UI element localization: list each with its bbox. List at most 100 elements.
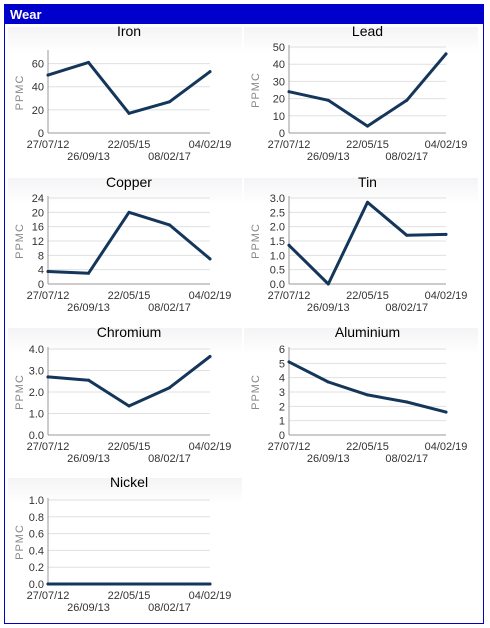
y-tick-label: 1 xyxy=(279,416,285,428)
data-point xyxy=(46,73,50,77)
chart-tin: Tin PPMC 0.0 0.5 1.0 1.5 2.0 2.5 3.0 27/07/1226/0… xyxy=(244,174,478,314)
y-tick-label: 20 xyxy=(32,105,44,117)
chart-lead: Lead PPMC 0 10 20 30 40 50 27/07/1226/09/1322/05… xyxy=(244,23,478,163)
y-tick-label: 8 xyxy=(38,250,44,262)
chart-title: Aluminium xyxy=(335,324,400,340)
data-point xyxy=(287,243,291,247)
y-tick-label: 0.0 xyxy=(29,579,44,591)
x-tick-label: 04/02/19 xyxy=(425,441,468,453)
data-point xyxy=(208,582,212,586)
x-tick-label: 22/05/15 xyxy=(108,441,151,453)
x-tick-label: 26/09/13 xyxy=(67,302,110,314)
data-point xyxy=(444,52,448,56)
y-tick-label: 0.5 xyxy=(270,265,285,277)
y-tick-label: 2.0 xyxy=(270,222,285,234)
y-tick-label: 2.0 xyxy=(29,387,44,399)
chart-iron: IronPPMC020406027/07/1226/09/1322/05/150… xyxy=(8,23,242,163)
data-point xyxy=(87,271,90,275)
data-point xyxy=(405,233,409,237)
x-tick-label: 22/05/15 xyxy=(346,139,389,151)
y-tick-label: 40 xyxy=(273,59,285,71)
x-tick-label: 22/05/15 xyxy=(108,590,151,602)
data-point xyxy=(405,400,409,404)
data-point xyxy=(287,90,291,94)
y-tick-label: 0.2 xyxy=(29,562,44,574)
y-tick-label: 20 xyxy=(32,207,44,219)
x-tick-label: 04/02/19 xyxy=(425,139,468,151)
data-point xyxy=(405,98,409,102)
y-axis-label: PPMC xyxy=(14,75,26,111)
chart-title: Copper xyxy=(106,174,152,190)
x-tick-label: 26/09/13 xyxy=(307,453,350,465)
y-axis-label: PPMC xyxy=(250,374,262,410)
x-tick-label: 04/02/19 xyxy=(189,290,232,302)
y-tick-label: 12 xyxy=(32,236,44,248)
data-point xyxy=(46,582,50,586)
y-tick-label: 0 xyxy=(38,279,44,291)
data-point xyxy=(168,100,171,104)
data-point xyxy=(208,355,212,359)
y-axis-label: PPMC xyxy=(250,223,262,259)
data-point xyxy=(168,582,171,586)
data-point xyxy=(87,60,90,64)
data-point xyxy=(127,111,131,115)
data-point xyxy=(444,410,448,414)
data-point xyxy=(208,257,212,261)
x-tick-label: 04/02/19 xyxy=(189,441,232,453)
x-tick-label: 08/02/17 xyxy=(385,453,428,465)
y-tick-label: 0 xyxy=(279,430,285,442)
x-tick-label: 27/07/12 xyxy=(268,441,311,453)
chart-title: Chromium xyxy=(97,324,162,340)
x-tick-label: 08/02/17 xyxy=(148,302,191,314)
y-tick-label: 0 xyxy=(38,128,44,140)
y-tick-label: 4 xyxy=(279,373,285,385)
y-tick-label: 3.0 xyxy=(29,366,44,378)
chart-title-band xyxy=(8,27,242,53)
chart-title: Lead xyxy=(352,23,383,39)
y-axis-label: PPMC xyxy=(14,374,26,410)
data-point xyxy=(127,582,131,586)
data-point xyxy=(366,124,369,128)
wear-panel: Wear xyxy=(4,4,484,624)
x-tick-label: 08/02/17 xyxy=(148,602,191,614)
y-tick-label: 0.0 xyxy=(270,279,285,291)
y-axis-label: PPMC xyxy=(250,72,262,108)
x-tick-label: 22/05/15 xyxy=(346,441,389,453)
chart-title: Tin xyxy=(358,174,377,190)
x-tick-label: 22/05/15 xyxy=(108,290,151,302)
y-tick-label: 5 xyxy=(279,358,285,370)
y-tick-label: 0.0 xyxy=(29,430,44,442)
x-tick-label: 26/09/13 xyxy=(307,151,350,163)
series-line xyxy=(287,52,448,128)
data-point xyxy=(87,582,90,586)
y-tick-label: 0.6 xyxy=(29,529,44,541)
data-point xyxy=(46,269,50,273)
y-tick-label: 50 xyxy=(273,42,285,54)
y-tick-label: 1.0 xyxy=(270,250,285,262)
chart-title-band xyxy=(244,27,478,53)
y-tick-label: 3.0 xyxy=(270,193,285,205)
data-point xyxy=(208,70,212,74)
y-tick-label: 20 xyxy=(273,94,285,106)
x-tick-label: 22/05/15 xyxy=(108,139,151,151)
chart-title-band xyxy=(244,178,478,204)
y-tick-label: 2.5 xyxy=(270,207,285,219)
chart-nickel: Nickel PPMC 0.0 0.2 0.4 0.6 0.8 1.0 27/07/1226/0… xyxy=(8,474,242,614)
series-line xyxy=(287,360,448,414)
chart-title-band xyxy=(8,178,242,204)
x-tick-label: 27/07/12 xyxy=(27,139,70,151)
chart-title-band xyxy=(244,328,478,354)
y-tick-label: 30 xyxy=(273,76,285,88)
y-tick-label: 1.0 xyxy=(29,409,44,421)
y-tick-label: 1.5 xyxy=(270,236,285,248)
data-point xyxy=(127,210,131,214)
data-point xyxy=(326,282,330,286)
y-tick-label: 40 xyxy=(32,82,44,94)
x-tick-label: 04/02/19 xyxy=(189,139,232,151)
y-tick-label: 6 xyxy=(279,344,285,356)
x-tick-label: 08/02/17 xyxy=(385,151,428,163)
x-tick-label: 08/02/17 xyxy=(385,302,428,314)
y-tick-label: 0 xyxy=(279,128,285,140)
x-tick-label: 27/07/12 xyxy=(27,290,70,302)
